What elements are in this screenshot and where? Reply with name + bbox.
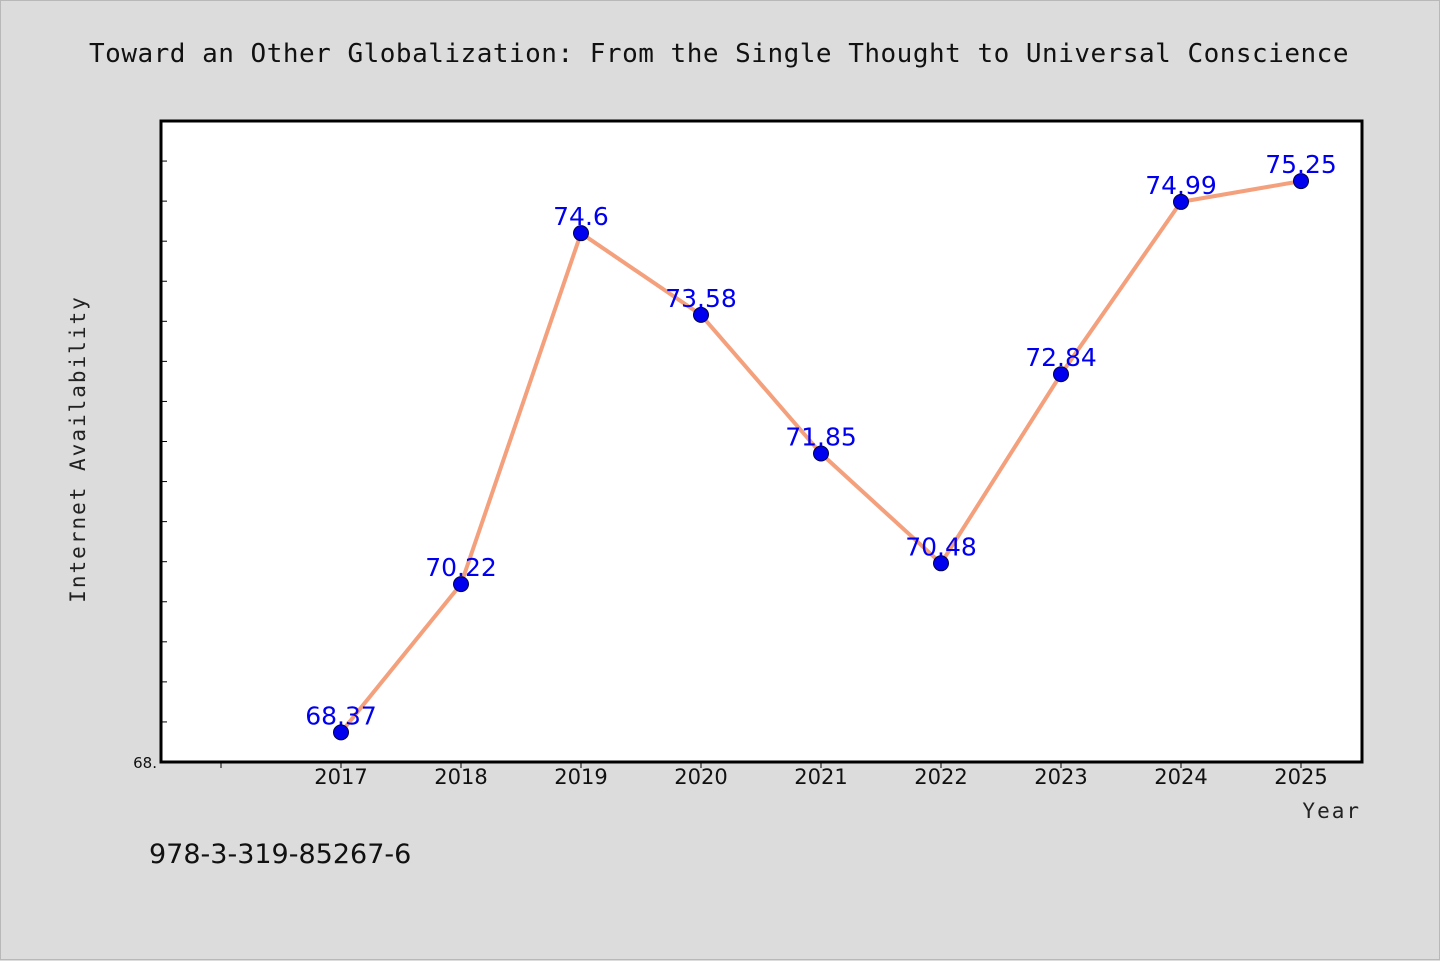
x-tick-label: 2018 (434, 765, 487, 789)
x-tick-label: 2019 (554, 765, 607, 789)
data-labels: 68.37 70.22 74.6 73.58 71.85 70.48 72.84 74.99 7… (305, 150, 1337, 730)
x-tick-label: 2022 (914, 765, 967, 789)
data-label: 70.48 (905, 532, 977, 561)
isbn-text: 978-3-319-85267-6 (149, 839, 411, 870)
x-axis-title: Year (1302, 799, 1361, 823)
x-tick-label: 2021 (794, 765, 847, 789)
data-point (693, 306, 709, 323)
data-point (573, 225, 589, 242)
data-label: 70.22 (425, 553, 497, 582)
data-point (453, 576, 469, 593)
data-label: 75.25 (1265, 150, 1337, 179)
x-tick-label: 2017 (314, 765, 367, 789)
data-label: 73.58 (665, 284, 737, 313)
chart-title: Toward an Other Globalization: From the … (89, 39, 1349, 69)
plot-area (159, 119, 1364, 764)
data-point (813, 445, 829, 462)
y-axis-title: Internet Availability (66, 295, 90, 603)
y-axis-ticks (161, 120, 167, 763)
x-tick-label: 2024 (1154, 765, 1207, 789)
data-point (333, 724, 349, 741)
data-point (1053, 366, 1069, 383)
data-point (933, 555, 949, 572)
data-label: 74.6 (553, 202, 609, 231)
data-point (1173, 193, 1189, 210)
data-point (1293, 173, 1309, 190)
x-tick-label: 2020 (674, 765, 727, 789)
data-markers (333, 173, 1309, 741)
x-axis-ticks: 2017 2018 2019 2020 2021 2022 2023 2024 2025 (220, 762, 1328, 789)
data-label: 72.84 (1025, 343, 1097, 372)
data-label: 68.37 (305, 701, 377, 730)
data-label: 71.85 (785, 423, 857, 452)
x-tick-label: 2025 (1274, 765, 1327, 789)
y-tick-label: 68. (133, 754, 157, 772)
x-tick-label: 2023 (1034, 765, 1087, 789)
data-label: 74.99 (1145, 171, 1217, 200)
